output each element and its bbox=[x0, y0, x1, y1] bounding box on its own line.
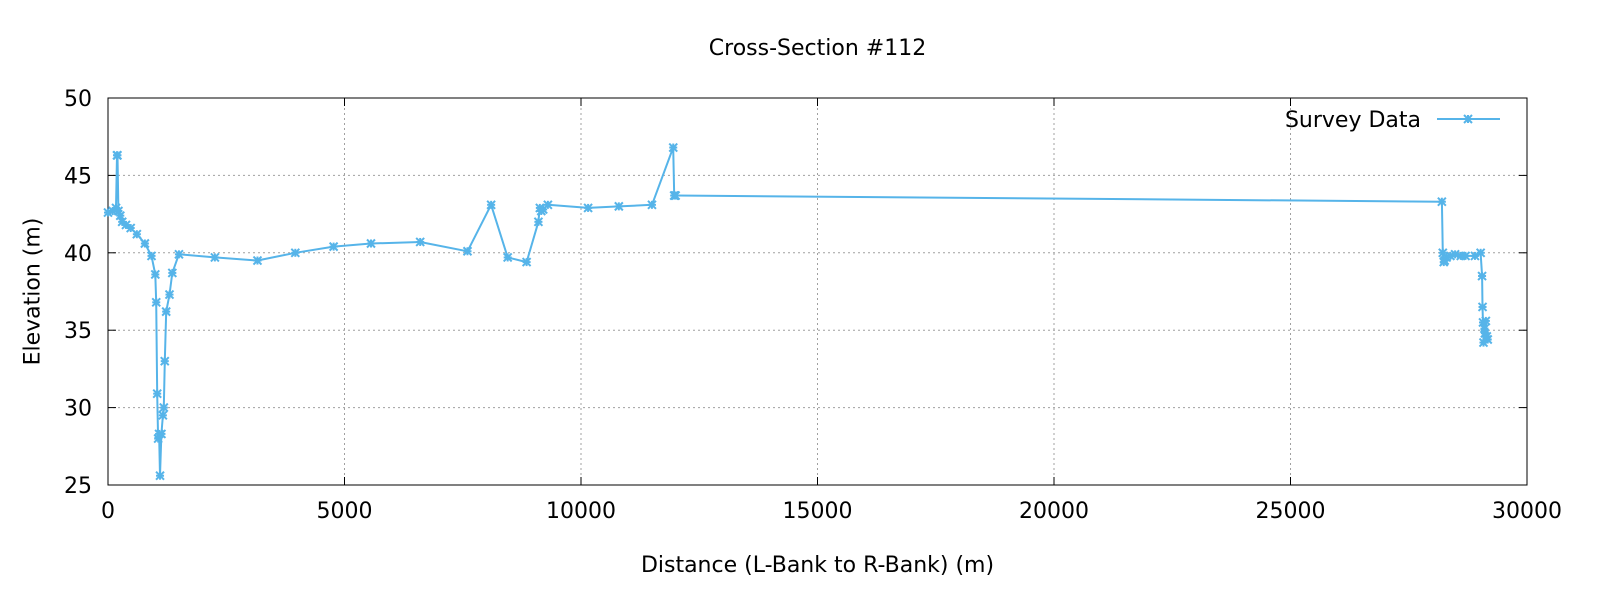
x-axis-ticks: 0 5000 10000 15000 20000 25000 30000 bbox=[101, 98, 1562, 524]
x-axis-title: Distance (L-Bank to R-Bank) (m) bbox=[641, 553, 994, 578]
data-point bbox=[583, 203, 593, 213]
x-tick-label: 25000 bbox=[1256, 499, 1326, 524]
x-tick-label: 20000 bbox=[1019, 499, 1089, 524]
data-point bbox=[160, 356, 170, 366]
data-point bbox=[1477, 271, 1487, 281]
x-tick-label: 15000 bbox=[783, 499, 853, 524]
data-point bbox=[415, 237, 425, 247]
data-point bbox=[502, 252, 513, 263]
data-point bbox=[1477, 302, 1488, 312]
series-line bbox=[107, 146, 1489, 477]
data-point bbox=[210, 252, 220, 263]
legend-marker bbox=[1463, 114, 1473, 124]
data-point bbox=[167, 268, 178, 278]
data-point bbox=[151, 297, 161, 308]
legend: Survey Data bbox=[1285, 108, 1500, 133]
plot-frame bbox=[107, 97, 1528, 486]
data-point bbox=[155, 471, 165, 481]
legend-label: Survey Data bbox=[1285, 108, 1421, 133]
series-layer bbox=[103, 142, 1493, 481]
data-point bbox=[152, 388, 162, 399]
data-point bbox=[140, 238, 150, 249]
data-point bbox=[1475, 248, 1486, 258]
data-point bbox=[366, 238, 376, 249]
data-point bbox=[543, 200, 553, 210]
x-tick-label: 5000 bbox=[317, 499, 373, 524]
data-point bbox=[158, 410, 168, 421]
data-point bbox=[146, 251, 157, 261]
y-tick-label: 25 bbox=[64, 474, 92, 499]
data-point bbox=[159, 402, 169, 413]
data-point bbox=[1481, 316, 1491, 326]
grid bbox=[108, 98, 1527, 485]
data-point bbox=[647, 200, 657, 210]
data-point bbox=[670, 190, 681, 201]
data-point bbox=[668, 142, 678, 153]
data-point bbox=[161, 306, 171, 317]
data-point bbox=[1483, 334, 1493, 345]
x-tick-label: 10000 bbox=[546, 499, 616, 524]
data-point bbox=[132, 229, 142, 239]
x-tick-label: 30000 bbox=[1492, 499, 1562, 524]
data-point bbox=[462, 246, 473, 256]
y-axis-title: Elevation (m) bbox=[21, 218, 46, 366]
data-point bbox=[521, 257, 532, 267]
data-point bbox=[1460, 251, 1471, 261]
data-point bbox=[150, 269, 161, 280]
data-point bbox=[328, 241, 339, 252]
y-tick-label: 50 bbox=[64, 87, 92, 112]
y-tick-label: 40 bbox=[64, 242, 92, 267]
data-point bbox=[174, 249, 184, 260]
chart-title: Cross-Section #112 bbox=[709, 36, 926, 61]
y-tick-label: 35 bbox=[64, 319, 92, 344]
data-point bbox=[614, 201, 624, 212]
data-point bbox=[533, 217, 544, 227]
y-axis-ticks: 25 30 35 40 45 50 bbox=[64, 87, 1527, 499]
data-point bbox=[252, 255, 263, 266]
y-tick-label: 45 bbox=[64, 164, 92, 189]
data-point bbox=[112, 150, 123, 160]
data-point bbox=[164, 289, 175, 300]
x-tick-label: 0 bbox=[101, 499, 115, 524]
data-point bbox=[1463, 114, 1473, 124]
y-tick-label: 30 bbox=[64, 397, 92, 422]
data-point bbox=[486, 200, 496, 210]
data-point bbox=[290, 248, 301, 258]
data-point bbox=[156, 429, 167, 439]
data-point bbox=[1437, 197, 1447, 207]
